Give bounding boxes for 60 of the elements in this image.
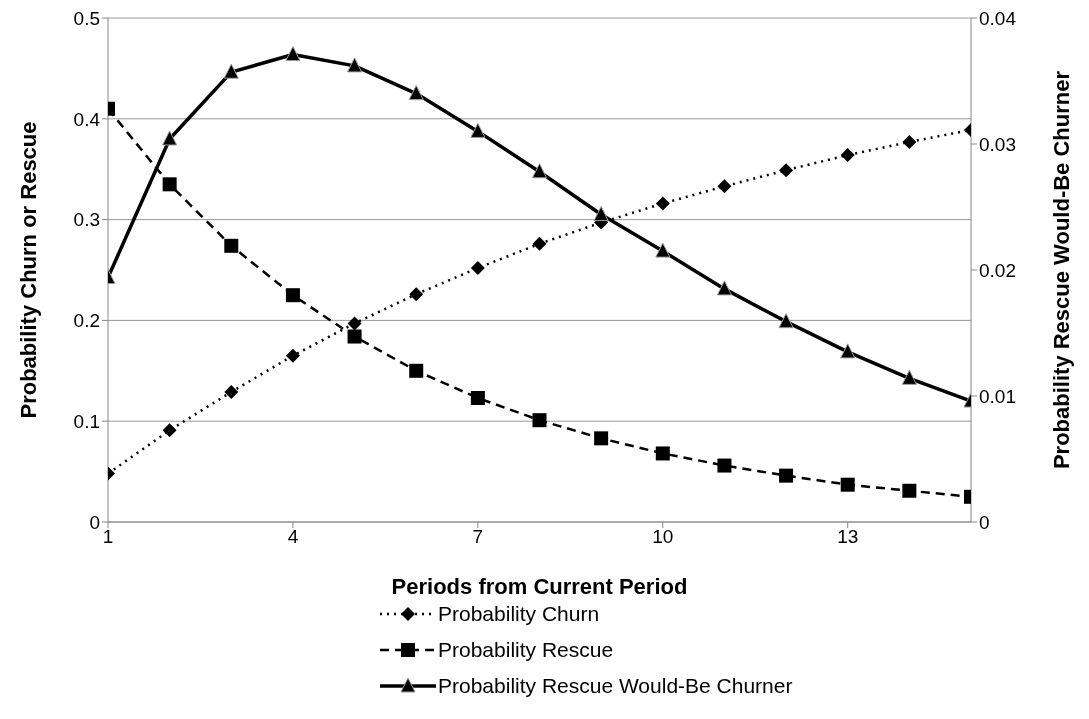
point xyxy=(162,177,177,192)
point xyxy=(224,384,239,399)
point xyxy=(532,236,547,251)
point xyxy=(902,483,917,498)
point xyxy=(593,206,609,222)
point xyxy=(470,122,486,138)
y2-tick-label: 0.03 xyxy=(979,133,1016,155)
y2-tick-label: 0 xyxy=(979,511,990,533)
point xyxy=(285,288,300,303)
point xyxy=(224,238,239,253)
point xyxy=(285,46,301,62)
point xyxy=(840,477,855,492)
point xyxy=(408,85,424,101)
point xyxy=(409,363,424,378)
point xyxy=(717,458,732,473)
y-tick-label: 0.2 xyxy=(73,310,100,332)
point xyxy=(840,148,855,163)
x-tick-label: 1 xyxy=(102,526,114,548)
x-tick-label: 4 xyxy=(287,526,299,548)
legend-label: Probability Rescue xyxy=(438,638,614,662)
point xyxy=(223,63,239,79)
point xyxy=(901,369,917,385)
point xyxy=(779,468,794,483)
y2-tick-label: 0.01 xyxy=(979,385,1016,407)
y2-axis-title: Probability Rescue Would-Be Churner xyxy=(1048,70,1074,470)
point xyxy=(779,163,794,178)
x-axis-title: Periods from Current Period xyxy=(391,574,688,599)
point xyxy=(347,329,362,344)
point xyxy=(717,179,732,194)
point xyxy=(655,196,670,211)
point xyxy=(532,413,547,428)
point xyxy=(594,431,609,446)
point xyxy=(162,130,178,146)
point xyxy=(655,242,671,258)
point xyxy=(470,391,485,406)
y2-tick-label: 0.04 xyxy=(979,7,1017,29)
point xyxy=(716,280,732,296)
legend-label: Probability Churn xyxy=(438,602,600,626)
point xyxy=(162,423,177,438)
x-tick-label: 13 xyxy=(837,526,859,548)
point xyxy=(655,446,670,461)
point xyxy=(347,316,362,331)
x-tick-label: 7 xyxy=(472,526,484,548)
point xyxy=(778,313,794,329)
point xyxy=(409,287,424,302)
point xyxy=(902,134,917,149)
point xyxy=(532,163,547,179)
y2-tick-label: 0.02 xyxy=(979,259,1016,281)
point xyxy=(285,348,300,363)
point xyxy=(470,260,485,275)
y-tick-label: 0.3 xyxy=(73,209,100,231)
legend-label: Probability Rescue Would-Be Churner xyxy=(438,674,793,698)
y-tick-label: 0 xyxy=(89,511,100,533)
point xyxy=(347,57,363,73)
point xyxy=(840,343,856,359)
y-axis-title: Probability Churn or Rescue xyxy=(15,121,41,419)
x-tick-label: 10 xyxy=(652,526,674,548)
y-tick-label: 0.5 xyxy=(73,7,100,29)
y-tick-label: 0.4 xyxy=(73,108,101,130)
y-tick-label: 0.1 xyxy=(73,410,100,432)
